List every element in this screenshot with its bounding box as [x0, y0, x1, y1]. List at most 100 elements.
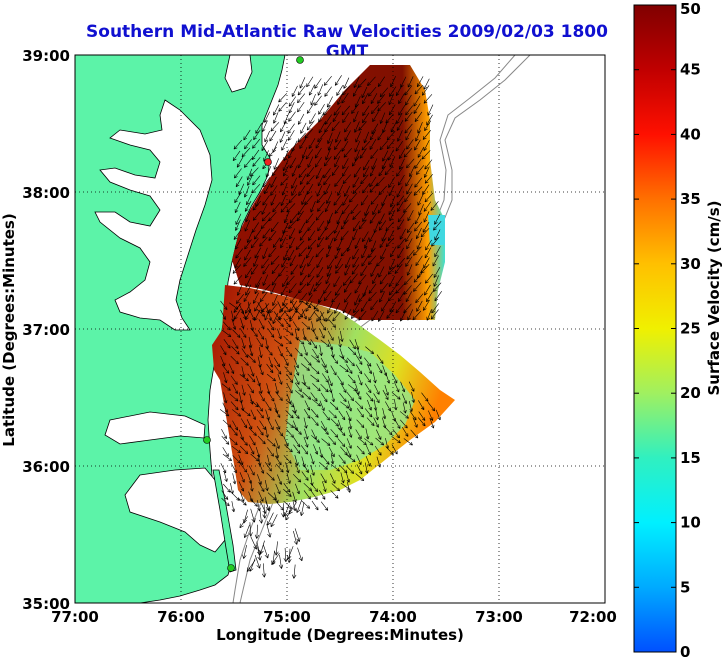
- velocity-arrow: [331, 391, 335, 403]
- velocity-arrow: [433, 267, 441, 278]
- velocity-arrow: [363, 159, 370, 171]
- velocity-arrow: [265, 462, 272, 472]
- velocity-arrow: [320, 357, 327, 368]
- velocity-arrow: [267, 328, 275, 338]
- velocity-arrow: [232, 339, 239, 350]
- velocity-arrow: [293, 426, 302, 435]
- y-axis: 39:00 38:00 37:00 36:00 35:00: [22, 47, 70, 613]
- velocity-arrow: [324, 114, 332, 125]
- velocity-arrow: [234, 168, 242, 179]
- velocity-arrow: [334, 139, 342, 151]
- velocity-arrow: [240, 317, 245, 329]
- velocity-arrow: [339, 364, 349, 373]
- velocity-arrow: [312, 329, 319, 340]
- velocity-arrow: [283, 249, 289, 261]
- station-marker: [296, 56, 304, 64]
- velocity-arrow: [315, 247, 324, 258]
- velocity-arrow: [342, 194, 349, 206]
- velocity-arrow: [315, 137, 323, 149]
- velocity-arrow: [271, 275, 280, 286]
- velocity-arrow: [385, 372, 391, 384]
- velocity-arrow: [268, 247, 277, 258]
- velocity-arrow: [353, 76, 360, 89]
- velocity-arrow: [379, 291, 385, 303]
- velocity-arrow: [358, 292, 367, 303]
- velocity-arrow: [356, 464, 363, 475]
- velocity-arrow: [342, 112, 350, 123]
- velocity-arrow: [306, 247, 313, 259]
- velocity-arrow: [236, 156, 244, 168]
- velocity-arrow: [378, 310, 385, 322]
- velocity-arrow: [366, 363, 373, 375]
- velocity-arrow: [222, 402, 228, 413]
- velocity-arrow: [326, 192, 333, 204]
- velocity-arrow: [395, 85, 403, 97]
- velocity-arrow: [361, 247, 368, 259]
- velocity-arrow: [277, 328, 282, 340]
- velocity-arrow: [307, 156, 314, 168]
- velocity-arrow: [293, 530, 299, 545]
- velocity-arrow: [287, 546, 294, 560]
- velocity-arrow: [361, 255, 369, 267]
- velocity-arrow: [343, 77, 350, 89]
- velocity-arrow: [316, 185, 323, 197]
- velocity-arrow: [369, 213, 377, 224]
- velocity-arrow: [232, 329, 241, 338]
- velocity-arrow: [231, 445, 241, 454]
- velocity-arrow: [262, 274, 269, 286]
- velocity-arrow: [330, 490, 339, 499]
- velocity-arrow: [344, 185, 351, 197]
- velocity-arrow: [311, 399, 321, 407]
- velocity-arrow: [236, 294, 244, 304]
- velocity-arrow: [306, 103, 315, 114]
- velocity-arrow: [368, 86, 377, 97]
- velocity-arrow: [434, 291, 442, 302]
- velocity-arrow: [230, 355, 239, 365]
- velocity-arrow: [261, 120, 268, 132]
- velocity-arrow: [299, 275, 307, 286]
- velocity-arrow: [429, 417, 435, 429]
- velocity-arrow: [271, 165, 280, 177]
- velocity-arrow: [272, 112, 279, 124]
- velocity-arrow: [327, 132, 333, 145]
- velocity-arrow: [258, 491, 264, 502]
- velocity-arrow: [339, 355, 349, 363]
- velocity-arrow: [333, 105, 342, 116]
- velocity-arrow: [264, 111, 270, 123]
- velocity-arrow: [247, 174, 253, 186]
- velocity-arrow: [240, 436, 248, 446]
- x-tick-label: 75:00: [263, 608, 311, 626]
- velocity-arrow: [423, 201, 432, 212]
- y-tick-label: 37:00: [22, 321, 70, 339]
- velocity-arrow: [250, 480, 254, 492]
- velocity-arrow: [244, 302, 251, 314]
- velocity-arrow: [261, 212, 271, 222]
- y-axis-label: Latitude (Degrees:Minutes): [0, 213, 18, 446]
- velocity-arrow: [396, 120, 404, 131]
- velocity-arrow: [232, 383, 238, 394]
- velocity-arrow: [378, 165, 386, 177]
- velocity-arrow: [333, 222, 340, 234]
- velocity-arrow: [353, 302, 360, 314]
- velocity-arrow: [434, 213, 441, 225]
- velocity-arrow: [434, 229, 441, 241]
- velocity-arrow: [322, 455, 330, 465]
- velocity-arrow: [387, 265, 397, 275]
- velocity-arrow: [391, 392, 401, 400]
- velocity-arrow: [307, 221, 316, 232]
- velocity-arrow: [239, 328, 247, 338]
- velocity-arrow: [424, 247, 432, 259]
- velocity-arrow: [299, 502, 305, 517]
- velocity-arrow: [286, 393, 292, 404]
- velocity-arrow: [293, 437, 301, 448]
- velocity-arrow: [354, 390, 362, 400]
- velocity-arrow: [427, 410, 434, 421]
- velocity-arrow: [369, 129, 377, 141]
- velocity-arrow: [307, 267, 316, 278]
- velocity-arrow: [244, 239, 252, 250]
- velocity-arrow: [243, 524, 250, 539]
- velocity-arrow: [277, 374, 283, 385]
- velocity-arrow: [241, 408, 251, 417]
- velocity-arrow: [252, 200, 262, 211]
- velocity-arrow: [390, 121, 397, 133]
